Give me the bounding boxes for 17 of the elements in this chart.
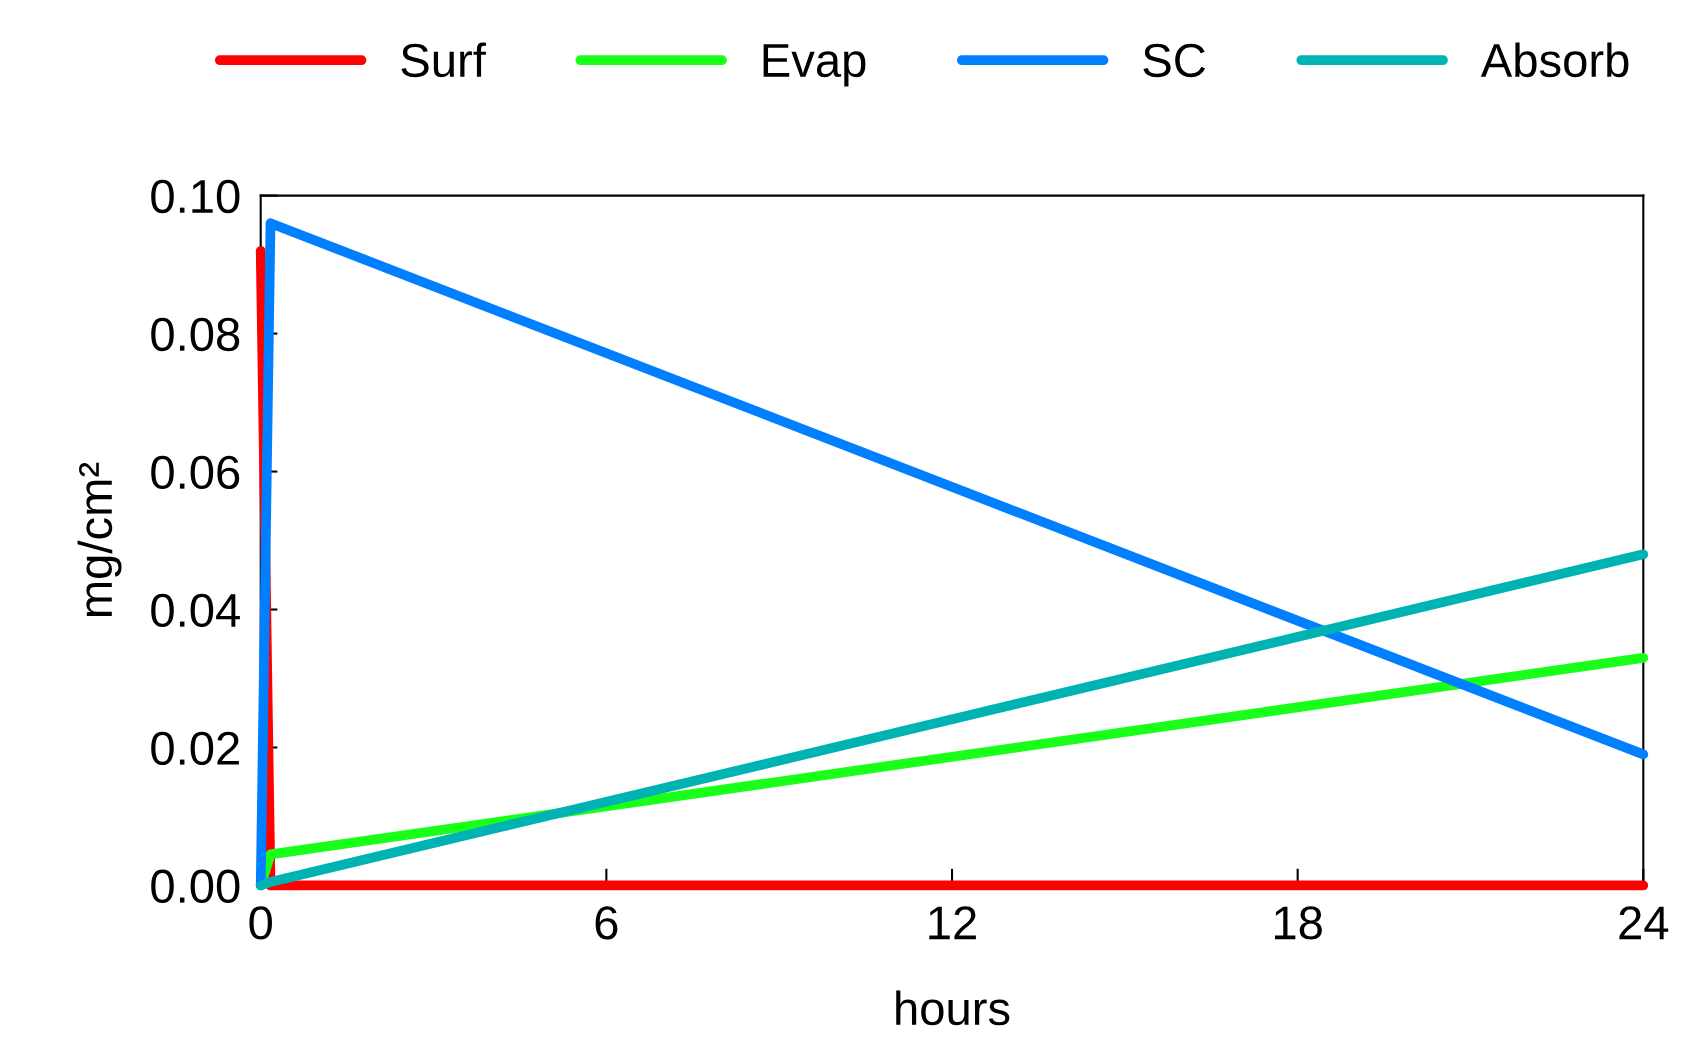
legend-label: Absorb	[1480, 42, 1629, 78]
y-tick-label: 0.06	[151, 455, 240, 490]
y-tick-label: 0.08	[151, 317, 240, 352]
x-tick-label: 18	[1275, 906, 1322, 940]
x-tick-label: 12	[929, 906, 976, 940]
y-axis-title: mg/cm²	[77, 462, 122, 617]
x-tick-label: 0	[249, 906, 272, 940]
y-tick-label: 0.00	[151, 869, 240, 904]
y-tick-label: 0.02	[151, 731, 239, 766]
legend-label: SC	[1143, 43, 1206, 78]
legend-label: Evap	[763, 44, 866, 87]
legend-label: Surf	[401, 42, 486, 78]
x-axis-title: hours	[896, 990, 1010, 1026]
y-tick-label: 0.04	[151, 593, 240, 628]
x-tick-label: 24	[1619, 906, 1669, 940]
y-tick-label: 0.10	[151, 179, 240, 214]
x-tick-label: 6	[595, 906, 618, 940]
